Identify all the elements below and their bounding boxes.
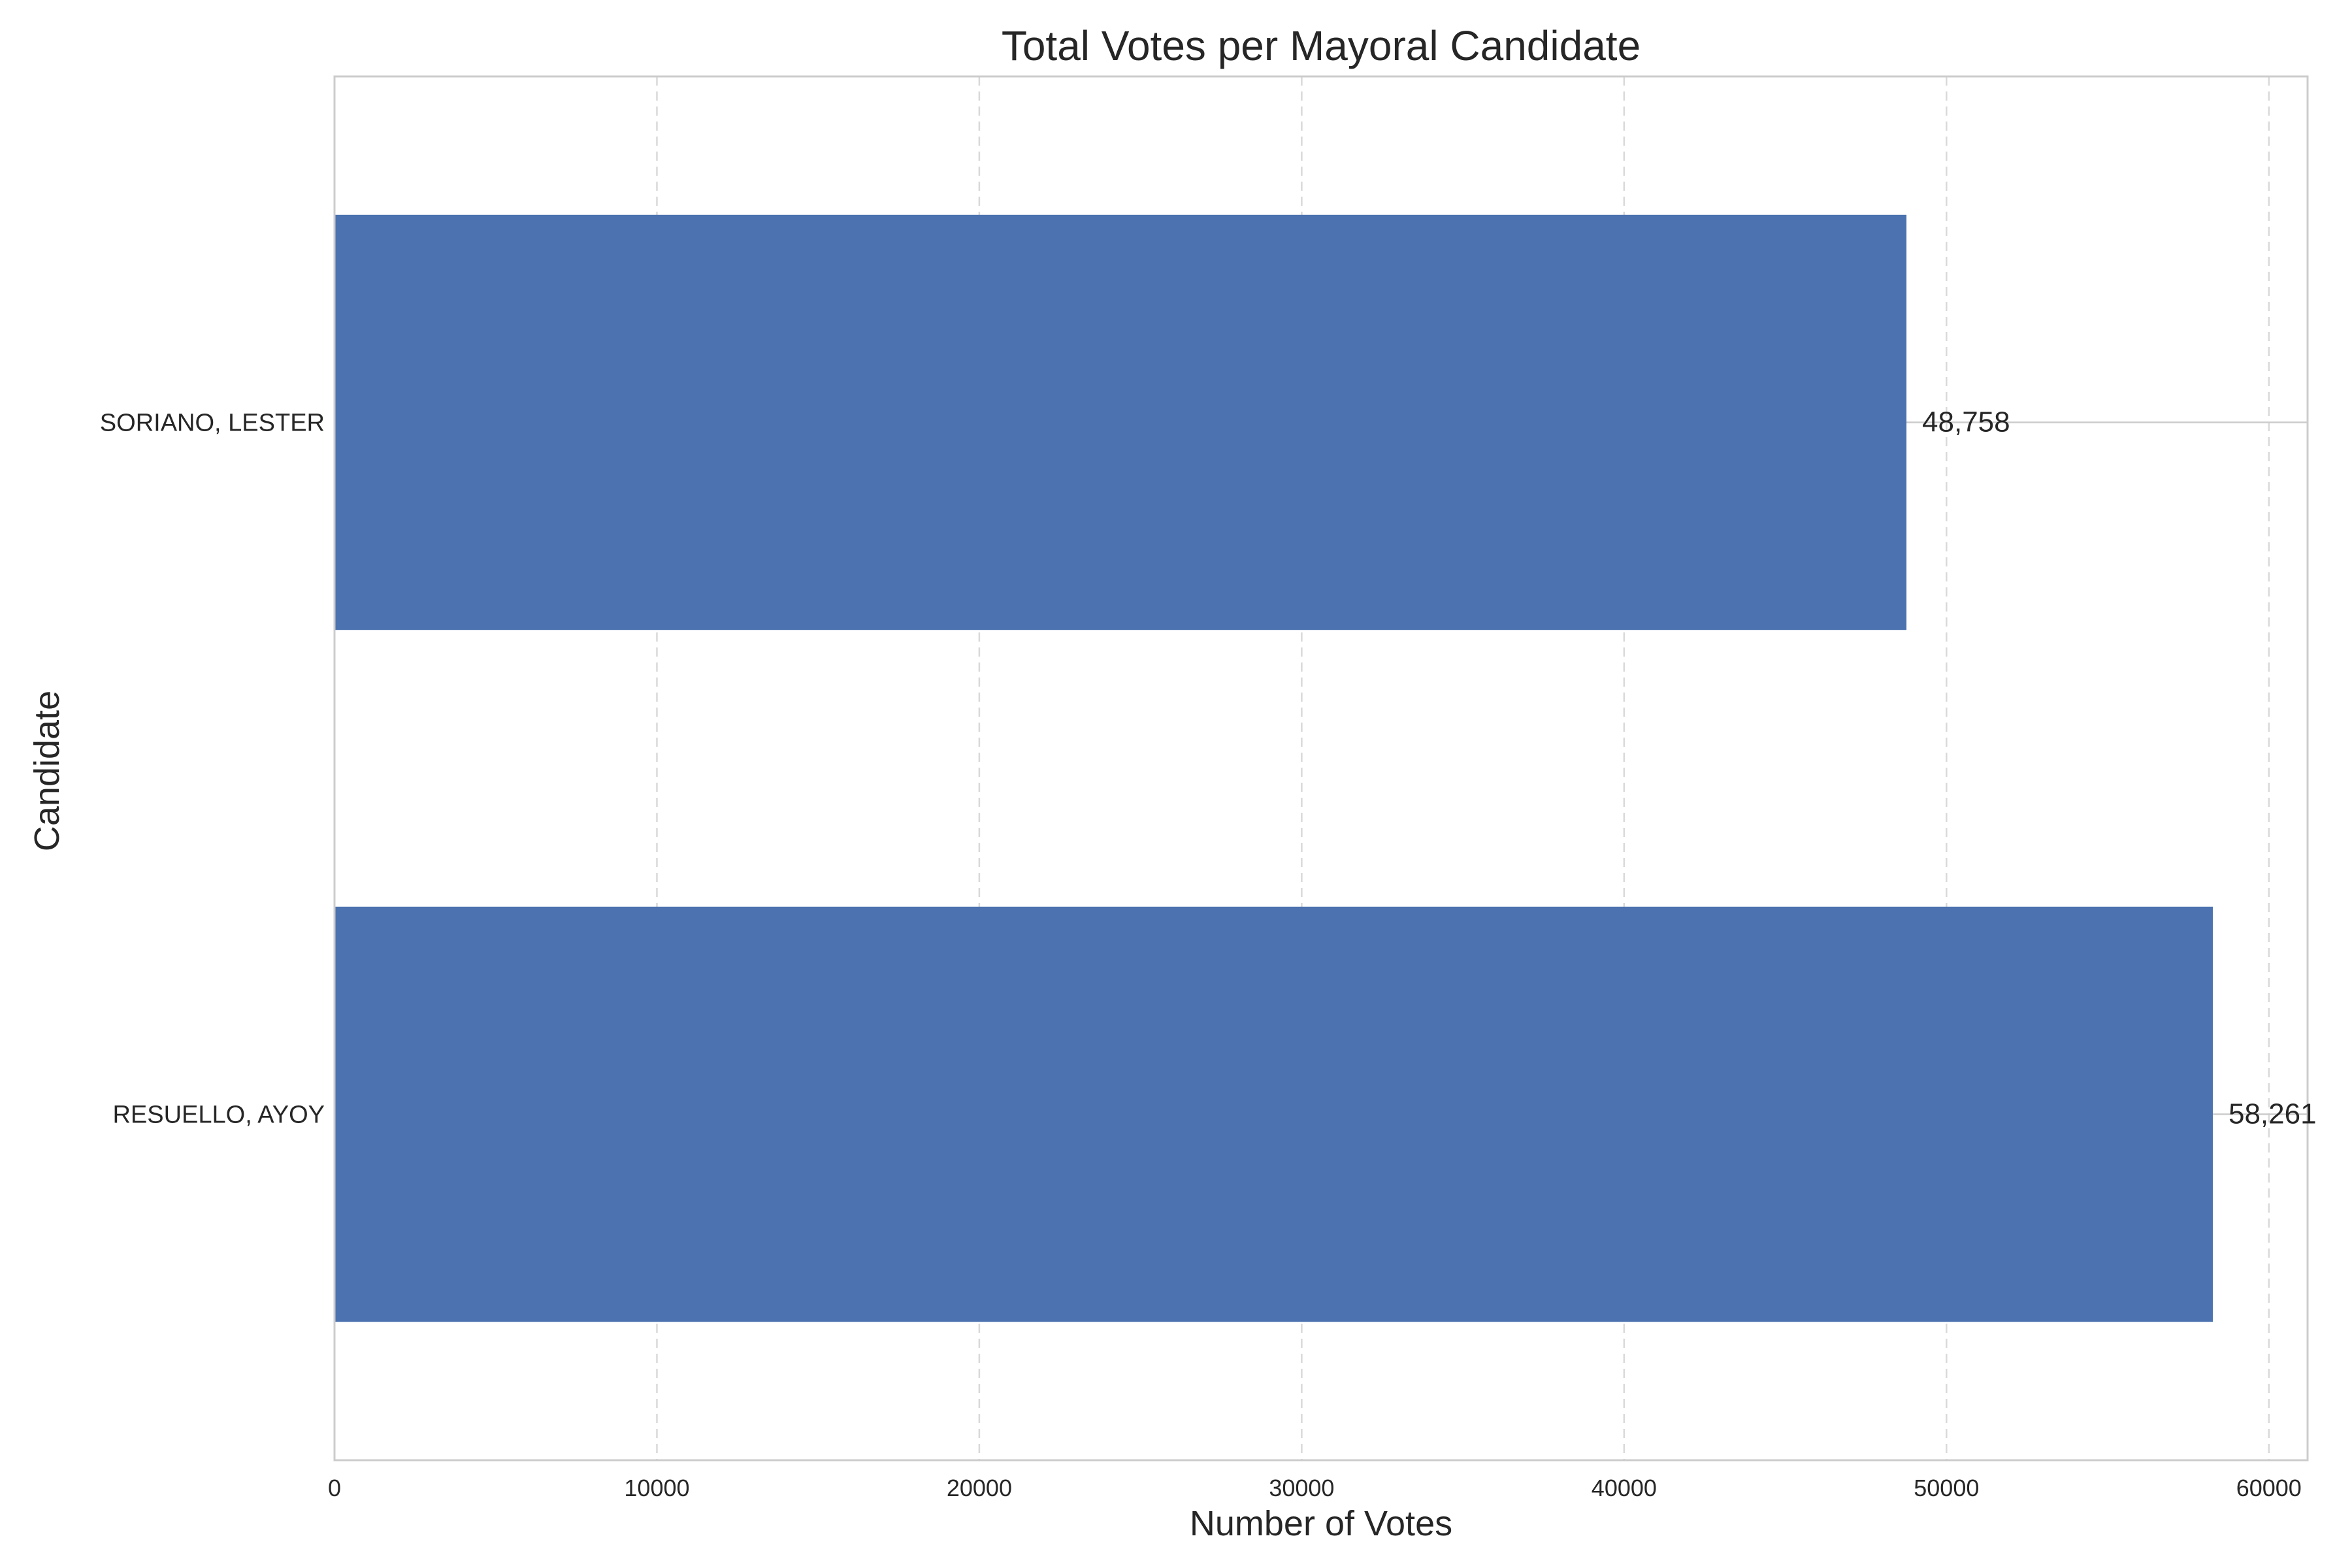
data-labels: 48,758 58,261 bbox=[1922, 406, 2317, 1130]
bar-value-label: 58,261 bbox=[2229, 1098, 2317, 1130]
x-tick-label: 60000 bbox=[2236, 1475, 2302, 1501]
category-labels: SORIANO, LESTER RESUELLO, AYOY bbox=[100, 410, 325, 1129]
bar-0 bbox=[335, 214, 1907, 630]
bars bbox=[335, 214, 2213, 1322]
x-tick-label: 50000 bbox=[1914, 1475, 1979, 1501]
bar-value-label: 48,758 bbox=[1922, 406, 2010, 438]
plot-frame bbox=[333, 75, 2309, 1462]
category-label: SORIANO, LESTER bbox=[100, 410, 325, 437]
x-tick-labels: 0 10000 20000 30000 40000 50000 60000 bbox=[328, 1475, 2302, 1501]
x-tick-label: 0 bbox=[328, 1475, 341, 1501]
y-axis-title: Candidate bbox=[27, 691, 67, 851]
category-label: RESUELLO, AYOY bbox=[112, 1102, 325, 1129]
chart-title: Total Votes per Mayoral Candidate bbox=[1002, 22, 1641, 69]
x-tick-label: 20000 bbox=[947, 1475, 1012, 1501]
x-tick-label: 30000 bbox=[1269, 1475, 1334, 1501]
x-tick-label: 10000 bbox=[624, 1475, 689, 1501]
bar-1 bbox=[335, 906, 2213, 1322]
x-axis-title: Number of Votes bbox=[1190, 1504, 1452, 1543]
x-tick-label: 40000 bbox=[1592, 1475, 1657, 1501]
